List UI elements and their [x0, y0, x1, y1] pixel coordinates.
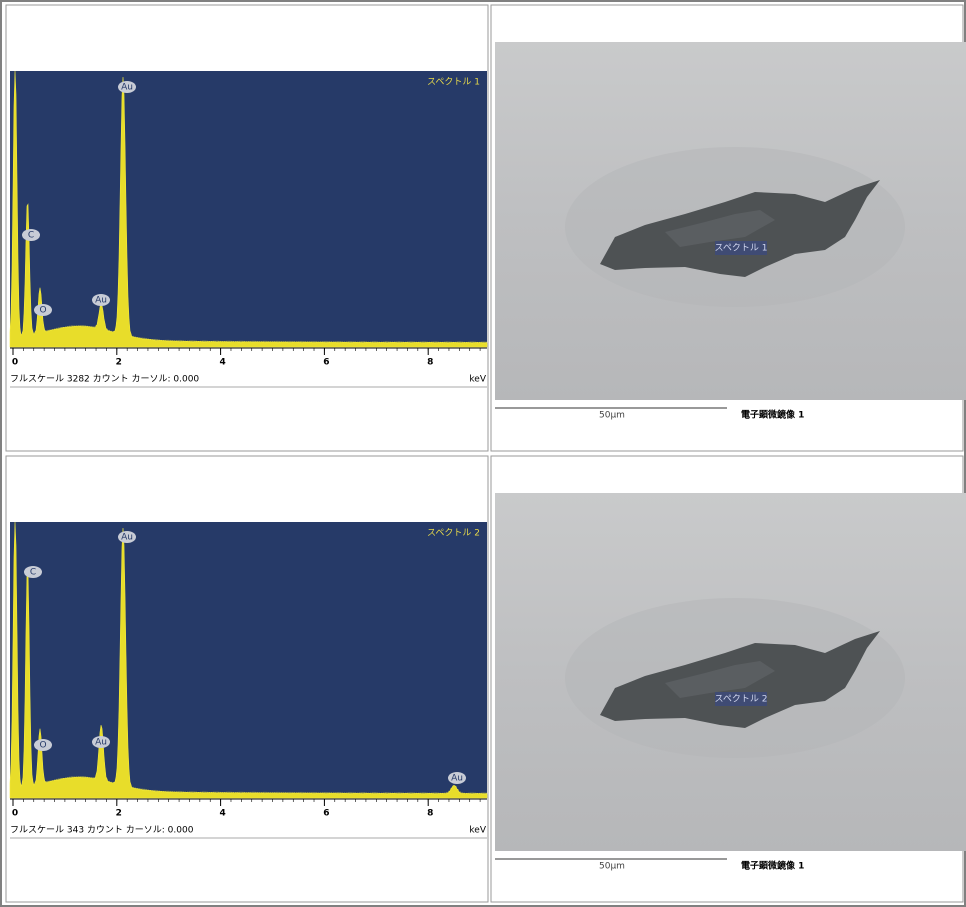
- peak-label-bg: [92, 736, 110, 748]
- peak-label-bg: [118, 531, 136, 543]
- spectrum-status: フルスケール 3282 カウント カーソル: 0.000: [10, 374, 199, 385]
- spectrum-panel: スペクトル 2 Au C O Au Au 0 2 4 6 8 フルスケール 343 カウント カーソル…: [9, 521, 488, 839]
- peak-label: O: [39, 306, 46, 316]
- axis-tick-label: 0: [12, 809, 18, 819]
- peak-label: Au: [121, 533, 133, 543]
- axis-tick-label: 8: [427, 358, 433, 368]
- spectrum-marker-label: スペクトル 1: [715, 243, 768, 254]
- axis-tick-label: 4: [219, 809, 225, 819]
- sem-image: スペクトル 1 50μm 電子顕微鏡像 1: [495, 42, 966, 421]
- sem-image: スペクトル 2 50μm 電子顕微鏡像 1: [495, 493, 966, 872]
- axis-tick-label: 4: [219, 358, 225, 368]
- spectrum-panel: スペクトル 1 Au C O Au 0 2 4 6 8 フルスケール 3282 カウント カーソル:…: [9, 70, 488, 388]
- peak-label: Au: [95, 296, 107, 306]
- spectrum-marker-label: スペクトル 2: [715, 694, 768, 705]
- peak-label: C: [28, 231, 34, 241]
- spectrum-background: [10, 522, 487, 798]
- sem-particle-detail: [665, 661, 775, 698]
- table-row: スペクトル 1 Au C O Au 0 2 4 6 8 フルスケール 3282 カウント カーソル:…: [5, 4, 966, 452]
- peak-label-bg: [22, 229, 40, 241]
- axis-tick-label: 0: [12, 358, 18, 368]
- peak-label: O: [39, 741, 46, 751]
- spectrum-fill: [9, 70, 488, 348]
- spectrum-fill: [9, 521, 488, 799]
- axis-tick-label: 6: [323, 809, 329, 819]
- sem-particle-detail: [665, 210, 775, 247]
- cell: [5, 455, 489, 903]
- axis-tick-label: 6: [323, 358, 329, 368]
- axis-unit: keV: [469, 375, 486, 385]
- peak-label-bg: [34, 739, 52, 751]
- spectrum-title: スペクトル 2: [427, 528, 480, 539]
- image-caption: 電子顕微鏡像 1: [741, 409, 804, 421]
- spectrum-status: フルスケール 343 カウント カーソル: 0.000: [10, 825, 194, 836]
- spectrum-title: スペクトル 1: [427, 77, 480, 88]
- spectrum-marker: [715, 692, 767, 706]
- scale-label: 50μm: [599, 862, 625, 872]
- spectrum-marker: [715, 241, 767, 255]
- scale-label: 50μm: [599, 411, 625, 421]
- spectrum-background: [10, 71, 487, 347]
- cell: [5, 4, 489, 452]
- peak-label-bg: [92, 294, 110, 306]
- table-row: スペクトル 2 Au C O Au Au 0 2 4 6 8 フルスケール 343 カウント カーソル…: [5, 455, 966, 903]
- peak-label-bg: [24, 566, 42, 578]
- peak-label: C: [30, 568, 36, 578]
- axis-tick-label: 2: [116, 358, 122, 368]
- peak-label: Au: [95, 738, 107, 748]
- axis-tick-label: 2: [116, 809, 122, 819]
- peak-label: Au: [451, 774, 463, 784]
- axis-unit: keV: [469, 826, 486, 836]
- image-caption: 電子顕微鏡像 1: [741, 860, 804, 872]
- peak-label-bg: [34, 304, 52, 316]
- peak-label-bg: [118, 81, 136, 93]
- peak-label-bg: [448, 772, 466, 784]
- peak-label: Au: [121, 83, 133, 93]
- axis-tick-label: 8: [427, 809, 433, 819]
